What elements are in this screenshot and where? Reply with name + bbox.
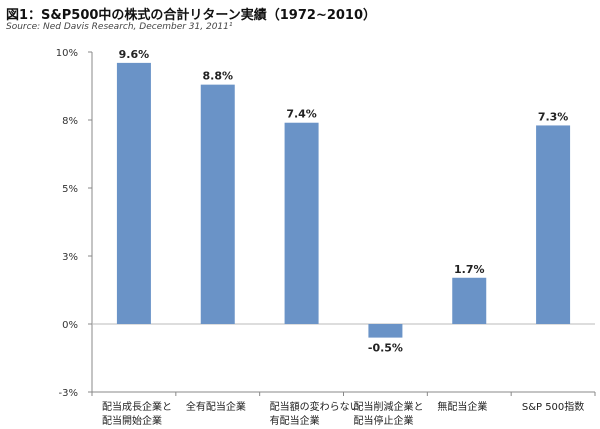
data-label: 7.3% xyxy=(538,110,569,123)
category-label: 配当削減企業と xyxy=(354,400,424,413)
category-label: 配当停止企業 xyxy=(354,414,414,427)
chart-source: Source: Ned Davis Research, December 31,… xyxy=(6,22,233,32)
category-label: 有配当企業 xyxy=(270,414,320,427)
data-label: 7.4% xyxy=(286,108,317,121)
bar xyxy=(116,62,151,324)
y-tick-label: 10% xyxy=(56,48,78,59)
category-label: S&P 500指数 xyxy=(522,400,584,413)
data-label: 1.7% xyxy=(454,263,485,276)
y-tick-label: 8% xyxy=(62,116,78,127)
chart-title: 図1：S&P500中の株式の合計リターン実績（1972~2010） xyxy=(6,8,377,23)
data-label: -0.5% xyxy=(368,342,403,355)
bar xyxy=(536,125,571,324)
bar xyxy=(284,122,319,324)
category-label: 配当開始企業 xyxy=(102,414,162,427)
data-label: 8.8% xyxy=(202,70,233,83)
y-tick-label: -3% xyxy=(59,388,78,399)
category-label: 全有配当企業 xyxy=(186,400,246,413)
category-label: 配当額の変わらない xyxy=(270,400,360,413)
y-tick-label: 5% xyxy=(62,184,78,195)
bar xyxy=(368,324,403,338)
bar xyxy=(200,84,235,324)
bar xyxy=(452,277,487,324)
category-label: 配当成長企業と xyxy=(102,400,172,413)
category-label: 無配当企業 xyxy=(437,400,487,413)
data-label: 9.6% xyxy=(119,48,150,61)
y-tick-label: 0% xyxy=(62,320,78,331)
y-tick-label: 3% xyxy=(62,252,78,263)
